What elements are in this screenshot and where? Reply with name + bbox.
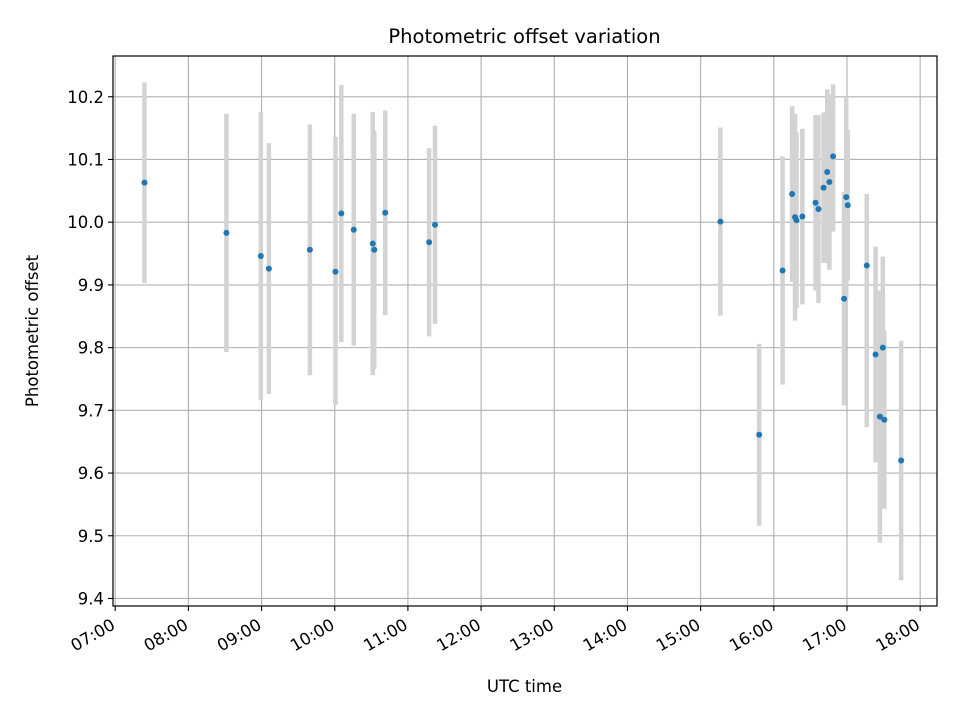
y-tick-label: 9.9 bbox=[78, 276, 104, 295]
y-axis-label: Photometric offset bbox=[23, 254, 42, 407]
data-point bbox=[824, 169, 831, 176]
y-tick-label: 9.7 bbox=[78, 401, 104, 420]
data-point bbox=[820, 184, 827, 191]
data-point bbox=[881, 416, 888, 423]
data-point bbox=[841, 295, 848, 302]
x-axis-label: UTC time bbox=[487, 677, 562, 696]
data-point bbox=[338, 210, 345, 217]
data-point bbox=[812, 199, 819, 206]
data-point bbox=[830, 153, 837, 160]
data-point bbox=[779, 267, 786, 274]
plot-frame bbox=[112, 55, 938, 607]
data-point bbox=[793, 217, 800, 224]
y-tick-label: 9.4 bbox=[78, 589, 104, 608]
data-point bbox=[382, 209, 389, 216]
data-point bbox=[799, 213, 806, 220]
data-point bbox=[898, 457, 905, 464]
data-point bbox=[826, 179, 833, 186]
data-point bbox=[332, 268, 339, 275]
data-point bbox=[431, 221, 438, 228]
point-layer bbox=[141, 153, 905, 464]
data-point bbox=[371, 246, 378, 253]
data-point bbox=[863, 262, 870, 269]
data-point bbox=[257, 253, 264, 260]
data-point bbox=[265, 265, 272, 272]
data-point bbox=[844, 202, 851, 209]
data-point bbox=[350, 226, 357, 233]
data-point bbox=[306, 246, 313, 253]
y-tick-label: 10.2 bbox=[67, 88, 104, 107]
chart-title: Photometric offset variation bbox=[388, 25, 660, 48]
data-point bbox=[876, 413, 883, 420]
data-point bbox=[879, 344, 886, 351]
y-tick-label: 9.6 bbox=[78, 464, 104, 483]
data-point bbox=[223, 229, 230, 236]
data-point bbox=[872, 351, 879, 358]
data-point bbox=[789, 190, 796, 197]
data-point bbox=[717, 218, 724, 225]
data-point bbox=[141, 179, 148, 186]
data-point bbox=[369, 240, 376, 247]
data-point bbox=[426, 239, 433, 246]
data-point bbox=[843, 194, 850, 201]
y-tick-label: 10.0 bbox=[67, 213, 104, 232]
y-tick-label: 10.1 bbox=[67, 150, 104, 169]
y-tick-label: 9.8 bbox=[78, 339, 104, 358]
data-point bbox=[756, 431, 763, 438]
y-tick-label: 9.5 bbox=[78, 527, 104, 546]
data-point bbox=[815, 206, 822, 213]
